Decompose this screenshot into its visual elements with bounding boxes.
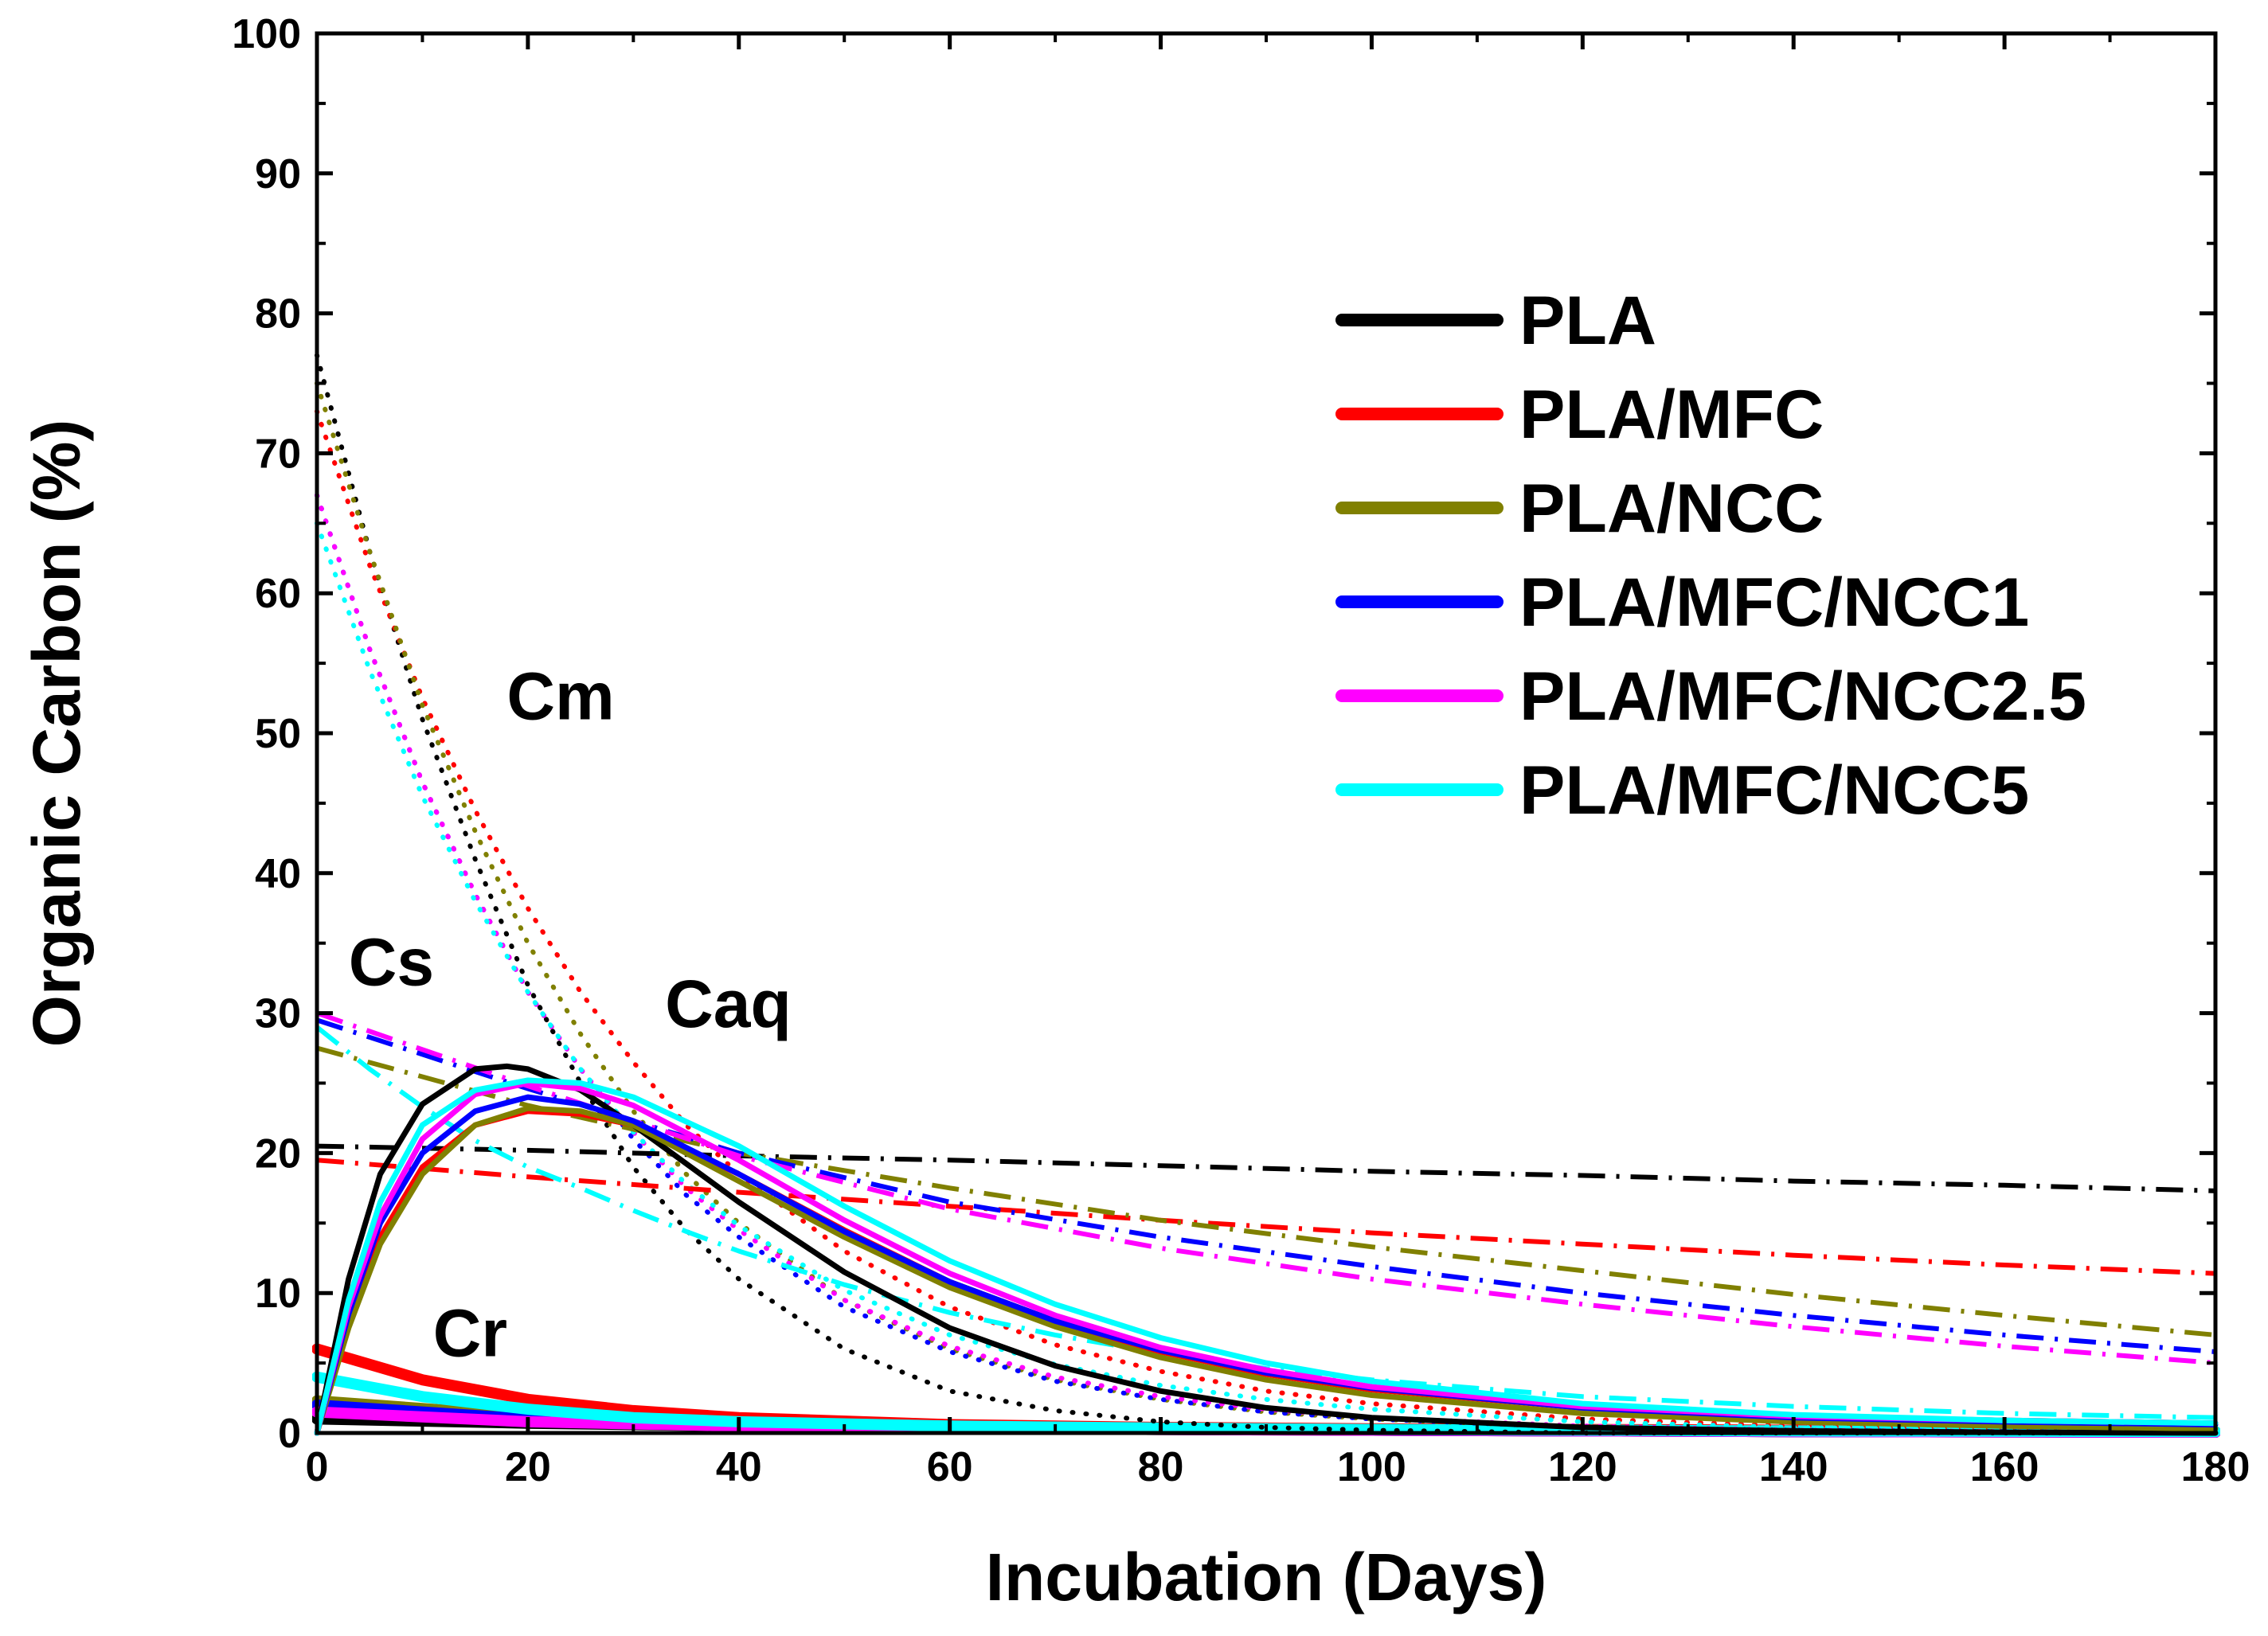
legend-label: PLA/MFC bbox=[1519, 377, 1824, 453]
y-tick-label: 50 bbox=[255, 711, 301, 757]
legend-label: PLA/NCC bbox=[1519, 470, 1824, 547]
y-tick-label: 0 bbox=[278, 1411, 301, 1457]
x-tick-label: 160 bbox=[1970, 1444, 2039, 1490]
series-0-cm-line bbox=[315, 353, 2218, 1435]
series-5-caq-line bbox=[314, 1077, 2219, 1436]
y-tick-label: 80 bbox=[255, 291, 301, 338]
x-tick-label: 80 bbox=[1138, 1444, 1184, 1490]
series-5-cs-line bbox=[315, 1025, 2216, 1420]
y-tick-label: 70 bbox=[255, 431, 301, 477]
annotation-cm: Cm bbox=[506, 658, 614, 733]
y-axis-label: Organic Carbon (%) bbox=[19, 420, 94, 1048]
y-tick-label: 100 bbox=[232, 11, 301, 57]
x-tick-label: 20 bbox=[505, 1444, 551, 1490]
legend: PLA PLA/MFC PLA/NCC PLA/MFC/NCC1 PLA/MFC/NCC… bbox=[1335, 283, 2086, 829]
series-0-caq-line bbox=[314, 1063, 2219, 1436]
annotations: Cm Cs Caq Cr bbox=[349, 658, 792, 1370]
y-tick-label: 20 bbox=[255, 1130, 301, 1177]
x-tick-label: 0 bbox=[306, 1444, 329, 1490]
annotation-caq: Caq bbox=[665, 966, 792, 1041]
axes: 0 20 40 60 80 100 120 140 160 180 0 10 20 30 40 50 60 70 8… bbox=[232, 11, 2250, 1490]
series-2-caq-line bbox=[314, 1105, 2219, 1436]
series-layer bbox=[312, 353, 2220, 1438]
legend-label: PLA bbox=[1519, 283, 1656, 359]
x-tick-label: 40 bbox=[716, 1444, 762, 1490]
y-tick-label: 60 bbox=[255, 571, 301, 617]
x-tick-label: 100 bbox=[1337, 1444, 1406, 1490]
y-tick-label: 10 bbox=[255, 1271, 301, 1317]
y-tick-label: 40 bbox=[255, 851, 301, 897]
series-2-cs-line bbox=[316, 1045, 2216, 1337]
x-tick-label: 180 bbox=[2181, 1444, 2250, 1490]
annotation-cs: Cs bbox=[349, 924, 434, 999]
series-4-cm-line bbox=[315, 493, 2218, 1435]
series-2-cm-line bbox=[315, 381, 2218, 1435]
x-tick-label: 140 bbox=[1759, 1444, 1828, 1490]
x-axis-label: Incubation (Days) bbox=[986, 1540, 1547, 1615]
y-tick-label: 30 bbox=[255, 991, 301, 1037]
series-0-cs-line bbox=[316, 1143, 2216, 1193]
y-tick-label: 90 bbox=[255, 151, 301, 197]
series-3-cs-line bbox=[316, 1017, 2216, 1354]
legend-label: PLA/MFC/NCC2.5 bbox=[1519, 658, 2086, 735]
series-1-cs-line bbox=[316, 1158, 2216, 1276]
annotation-cr: Cr bbox=[433, 1295, 507, 1370]
legend-label: PLA/MFC/NCC5 bbox=[1519, 752, 2029, 829]
x-tick-label: 60 bbox=[927, 1444, 973, 1490]
series-1-caq-line bbox=[314, 1108, 2219, 1436]
x-tick-label: 120 bbox=[1548, 1444, 1617, 1490]
legend-label: PLA/MFC/NCC1 bbox=[1519, 564, 2029, 641]
